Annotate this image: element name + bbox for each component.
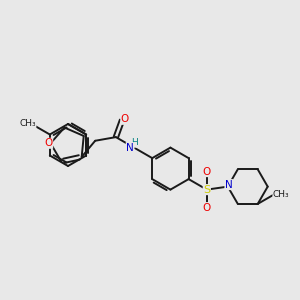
Text: O: O [121, 114, 129, 124]
Text: CH₃: CH₃ [19, 118, 36, 127]
Text: N: N [126, 142, 134, 153]
Text: S: S [203, 184, 210, 195]
Text: O: O [203, 202, 211, 213]
Text: O: O [44, 138, 53, 148]
Text: H: H [131, 138, 137, 147]
Text: CH₃: CH₃ [273, 190, 290, 200]
Text: O: O [203, 167, 211, 177]
Text: N: N [225, 180, 233, 190]
